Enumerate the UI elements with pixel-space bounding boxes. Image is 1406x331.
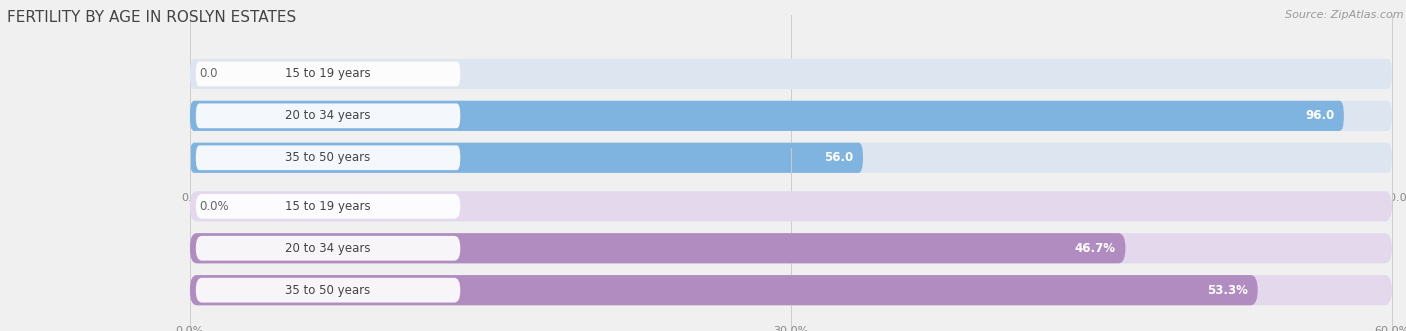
FancyBboxPatch shape [190, 233, 1392, 263]
Text: 35 to 50 years: 35 to 50 years [285, 284, 371, 297]
Text: 15 to 19 years: 15 to 19 years [285, 68, 371, 80]
Text: 0.0: 0.0 [181, 193, 198, 204]
Text: 46.7%: 46.7% [1074, 242, 1116, 255]
Text: 96.0: 96.0 [1305, 109, 1334, 122]
Text: 56.0: 56.0 [824, 151, 853, 164]
Text: 15 to 19 years: 15 to 19 years [285, 200, 371, 213]
FancyBboxPatch shape [190, 143, 1392, 173]
FancyBboxPatch shape [195, 194, 460, 219]
FancyBboxPatch shape [190, 191, 1392, 221]
Text: 50.0: 50.0 [779, 193, 803, 204]
Text: 0.0: 0.0 [200, 68, 218, 80]
Text: 0.0%: 0.0% [200, 200, 229, 213]
FancyBboxPatch shape [195, 62, 460, 86]
Text: 20 to 34 years: 20 to 34 years [285, 242, 371, 255]
FancyBboxPatch shape [190, 59, 1392, 89]
Text: 0.0%: 0.0% [176, 326, 204, 331]
FancyBboxPatch shape [190, 101, 1392, 131]
FancyBboxPatch shape [190, 143, 863, 173]
FancyBboxPatch shape [190, 233, 1125, 263]
Text: 60.0%: 60.0% [1374, 326, 1406, 331]
FancyBboxPatch shape [195, 145, 460, 170]
Text: 35 to 50 years: 35 to 50 years [285, 151, 371, 164]
Text: 53.3%: 53.3% [1208, 284, 1249, 297]
Text: 20 to 34 years: 20 to 34 years [285, 109, 371, 122]
FancyBboxPatch shape [195, 278, 460, 303]
FancyBboxPatch shape [190, 275, 1392, 305]
Text: Source: ZipAtlas.com: Source: ZipAtlas.com [1285, 10, 1403, 20]
FancyBboxPatch shape [190, 275, 1258, 305]
FancyBboxPatch shape [195, 236, 460, 260]
FancyBboxPatch shape [195, 104, 460, 128]
Text: 100.0: 100.0 [1376, 193, 1406, 204]
FancyBboxPatch shape [190, 101, 1344, 131]
Text: 30.0%: 30.0% [773, 326, 808, 331]
Text: FERTILITY BY AGE IN ROSLYN ESTATES: FERTILITY BY AGE IN ROSLYN ESTATES [7, 10, 297, 25]
